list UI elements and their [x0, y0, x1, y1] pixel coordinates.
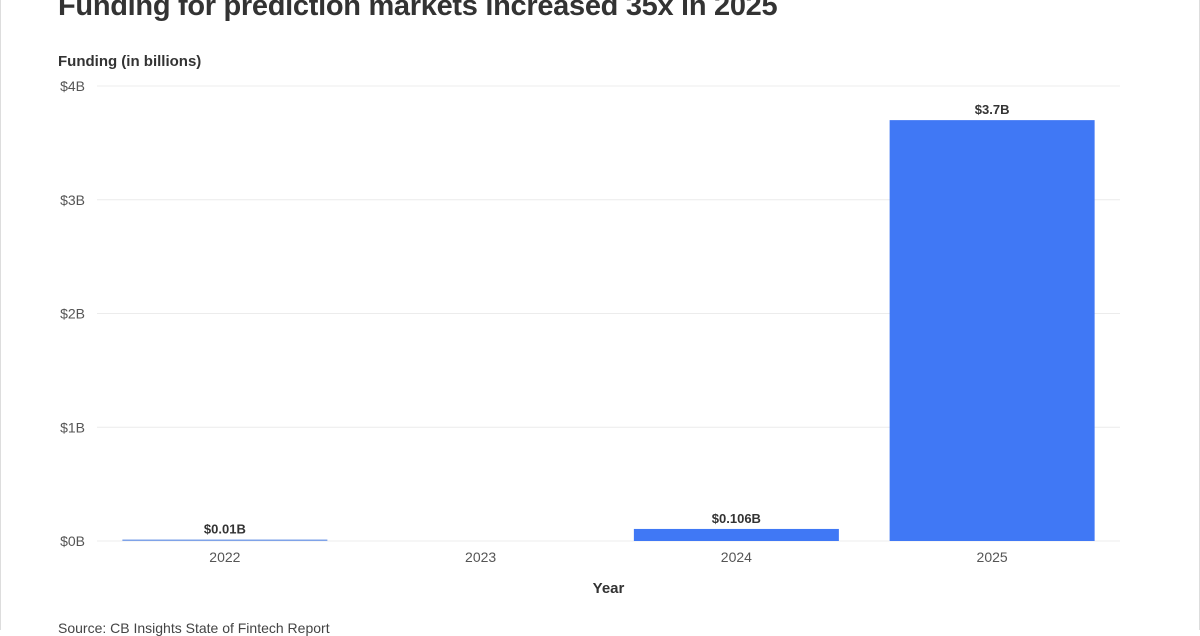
y-tick-label: $1B — [60, 419, 85, 435]
y-tick-label: $0B — [60, 533, 85, 549]
y-tick-label: $4B — [60, 78, 85, 94]
x-tick-label: 2023 — [465, 549, 496, 565]
bar-2025 — [889, 120, 1095, 541]
x-tick-label: 2022 — [209, 549, 240, 565]
x-tick-label: 2024 — [721, 549, 752, 565]
x-axis-title: Year — [593, 580, 625, 597]
y-tick-label: $2B — [60, 306, 85, 322]
y-tick-label: $3B — [60, 192, 85, 208]
bar-2022 — [122, 539, 328, 541]
data-label: $3.7B — [975, 102, 1010, 117]
y-axis-title: Funding (in billions) — [58, 53, 202, 70]
source-note: Source: CB Insights State of Fintech Rep… — [58, 620, 330, 636]
x-tick-label: 2025 — [977, 549, 1008, 565]
bar-2024 — [633, 528, 839, 541]
chart-title: Funding for prediction markets increased… — [58, 0, 778, 22]
data-label: $0.106B — [712, 511, 761, 526]
data-label: $0.01B — [204, 522, 246, 537]
